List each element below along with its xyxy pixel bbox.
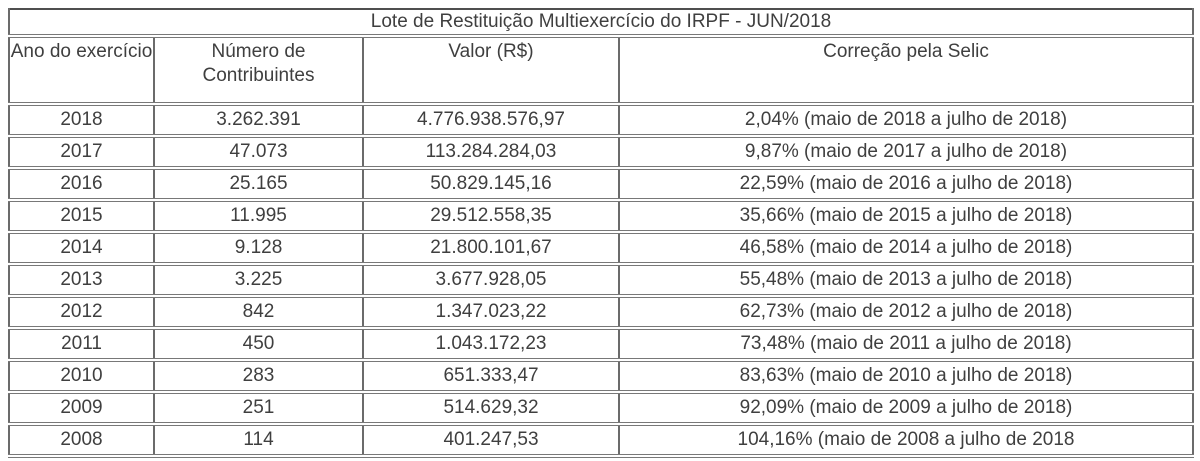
- cell-ano-do-exercicio: 2012: [8, 296, 155, 330]
- cell-ano-do-exercicio: 2016: [8, 168, 155, 202]
- cell-valor: 3.677.928,05: [362, 264, 620, 298]
- cell-correcao-pela-selic: 22,59% (maio de 2016 a julho de 2018): [618, 168, 1194, 202]
- cell-numero-de-contribuintes: 9.128: [153, 232, 364, 266]
- column-header-valor: Valor (R$): [362, 36, 620, 106]
- table-row: 2014 9.128 21.800.101,67 46,58% (maio de…: [8, 232, 1194, 266]
- cell-correcao-pela-selic: 104,16% (maio de 2008 a julho de 2018: [618, 424, 1194, 458]
- table-body: 2018 3.262.391 4.776.938.576,97 2,04% (m…: [8, 104, 1194, 458]
- cell-valor: 514.629,32: [362, 392, 620, 426]
- cell-ano-do-exercicio: 2014: [8, 232, 155, 266]
- cell-valor: 113.284.284,03: [362, 136, 620, 170]
- table-header-row: Ano do exercício Número de Contribuintes…: [8, 36, 1194, 106]
- table-title: Lote de Restituição Multiexercício do IR…: [8, 9, 1194, 38]
- column-header-ano-do-exercicio: Ano do exercício: [8, 36, 155, 106]
- table-row: 2017 47.073 113.284.284,03 9,87% (maio d…: [8, 136, 1194, 170]
- table-row: 2018 3.262.391 4.776.938.576,97 2,04% (m…: [8, 104, 1194, 138]
- cell-correcao-pela-selic: 83,63% (maio de 2010 a julho de 2018): [618, 360, 1194, 394]
- table-head: Lote de Restituição Multiexercício do IR…: [8, 9, 1194, 106]
- cell-correcao-pela-selic: 46,58% (maio de 2014 a julho de 2018): [618, 232, 1194, 266]
- cell-ano-do-exercicio: 2018: [8, 104, 155, 138]
- cell-correcao-pela-selic: 2,04% (maio de 2018 a julho de 2018): [618, 104, 1194, 138]
- cell-ano-do-exercicio: 2013: [8, 264, 155, 298]
- cell-numero-de-contribuintes: 11.995: [153, 200, 364, 234]
- cell-ano-do-exercicio: 2017: [8, 136, 155, 170]
- cell-valor: 1.043.172,23: [362, 328, 620, 362]
- cell-ano-do-exercicio: 2011: [8, 328, 155, 362]
- cell-valor: 4.776.938.576,97: [362, 104, 620, 138]
- cell-correcao-pela-selic: 62,73% (maio de 2012 a julho de 2018): [618, 296, 1194, 330]
- table-row: 2008 114 401.247,53 104,16% (maio de 200…: [8, 424, 1194, 458]
- cell-numero-de-contribuintes: 251: [153, 392, 364, 426]
- cell-valor: 50.829.145,16: [362, 168, 620, 202]
- table-row: 2011 450 1.043.172,23 73,48% (maio de 20…: [8, 328, 1194, 362]
- table-row: 2015 11.995 29.512.558,35 35,66% (maio d…: [8, 200, 1194, 234]
- cell-correcao-pela-selic: 35,66% (maio de 2015 a julho de 2018): [618, 200, 1194, 234]
- cell-correcao-pela-selic: 73,48% (maio de 2011 a julho de 2018): [618, 328, 1194, 362]
- table-row: 2016 25.165 50.829.145,16 22,59% (maio d…: [8, 168, 1194, 202]
- table-row: 2012 842 1.347.023,22 62,73% (maio de 20…: [8, 296, 1194, 330]
- table-row: 2009 251 514.629,32 92,09% (maio de 2009…: [8, 392, 1194, 426]
- column-header-correcao-pela-selic: Correção pela Selic: [618, 36, 1194, 106]
- cell-ano-do-exercicio: 2015: [8, 200, 155, 234]
- cell-valor: 29.512.558,35: [362, 200, 620, 234]
- cell-ano-do-exercicio: 2010: [8, 360, 155, 394]
- cell-numero-de-contribuintes: 114: [153, 424, 364, 458]
- cell-numero-de-contribuintes: 450: [153, 328, 364, 362]
- cell-numero-de-contribuintes: 3.225: [153, 264, 364, 298]
- cell-numero-de-contribuintes: 3.262.391: [153, 104, 364, 138]
- irpf-restitution-table: Lote de Restituição Multiexercício do IR…: [8, 8, 1194, 458]
- table-title-row: Lote de Restituição Multiexercício do IR…: [8, 9, 1194, 38]
- table-row: 2013 3.225 3.677.928,05 55,48% (maio de …: [8, 264, 1194, 298]
- cell-valor: 401.247,53: [362, 424, 620, 458]
- cell-numero-de-contribuintes: 47.073: [153, 136, 364, 170]
- column-header-numero-de-contribuintes: Número de Contribuintes: [153, 36, 364, 106]
- cell-ano-do-exercicio: 2009: [8, 392, 155, 426]
- cell-valor: 21.800.101,67: [362, 232, 620, 266]
- cell-correcao-pela-selic: 9,87% (maio de 2017 a julho de 2018): [618, 136, 1194, 170]
- table-row: 2010 283 651.333,47 83,63% (maio de 2010…: [8, 360, 1194, 394]
- cell-correcao-pela-selic: 92,09% (maio de 2009 a julho de 2018): [618, 392, 1194, 426]
- cell-valor: 651.333,47: [362, 360, 620, 394]
- cell-valor: 1.347.023,22: [362, 296, 620, 330]
- cell-correcao-pela-selic: 55,48% (maio de 2013 a julho de 2018): [618, 264, 1194, 298]
- cell-numero-de-contribuintes: 842: [153, 296, 364, 330]
- cell-numero-de-contribuintes: 25.165: [153, 168, 364, 202]
- cell-ano-do-exercicio: 2008: [8, 424, 155, 458]
- cell-numero-de-contribuintes: 283: [153, 360, 364, 394]
